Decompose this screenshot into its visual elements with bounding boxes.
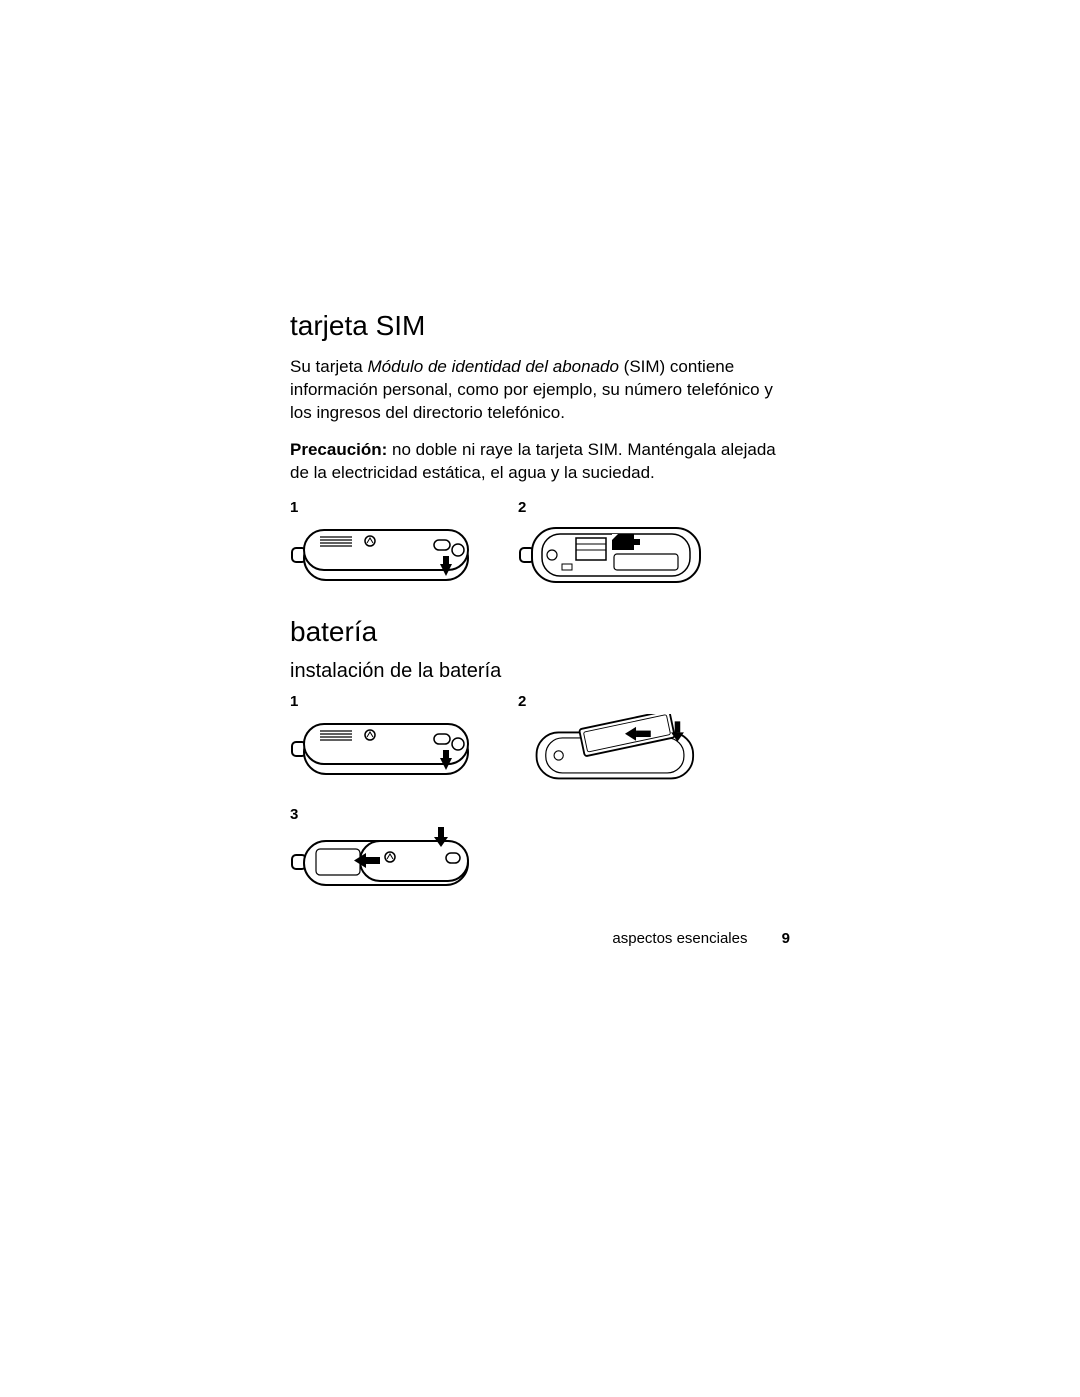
sim-diagram-row: 1	[290, 499, 790, 590]
para2-bold: Precaución:	[290, 440, 387, 459]
para1-italic: Módulo de identidad del abonado	[368, 357, 619, 376]
section1-para2: Precaución: no doble ni raye la tarjeta …	[290, 439, 790, 485]
battery-row-1: 1 2	[290, 693, 790, 784]
battery-step-3-num: 3	[290, 806, 490, 823]
battery-step-3: 3	[290, 806, 490, 897]
battery-row-2: 3	[290, 806, 790, 897]
section1-para1: Su tarjeta Módulo de identidad del abona…	[290, 356, 790, 425]
phone-open-sim-diagram	[518, 520, 708, 590]
sim-step-2-num: 2	[518, 499, 718, 516]
sim-step-1-num: 1	[290, 499, 490, 516]
section2-title: batería	[290, 616, 790, 648]
section2-subtitle: instalación de la batería	[290, 660, 790, 683]
phone-closed-diagram-2	[290, 714, 480, 784]
phone-battery-insert-diagram	[518, 714, 708, 784]
battery-step-2-num: 2	[518, 693, 718, 710]
page-footer: aspectos esenciales 9	[290, 930, 790, 947]
footer-page-number: 9	[782, 930, 790, 947]
phone-cover-slide-diagram	[290, 827, 480, 897]
sim-step-1: 1	[290, 499, 490, 590]
battery-step-2: 2	[518, 693, 718, 784]
section1-title: tarjeta SIM	[290, 310, 790, 342]
battery-step-1: 1	[290, 693, 490, 784]
battery-step-1-num: 1	[290, 693, 490, 710]
para1-pre: Su tarjeta	[290, 357, 368, 376]
footer-label: aspectos esenciales	[612, 930, 747, 947]
phone-closed-diagram	[290, 520, 480, 590]
sim-step-2: 2	[518, 499, 718, 590]
